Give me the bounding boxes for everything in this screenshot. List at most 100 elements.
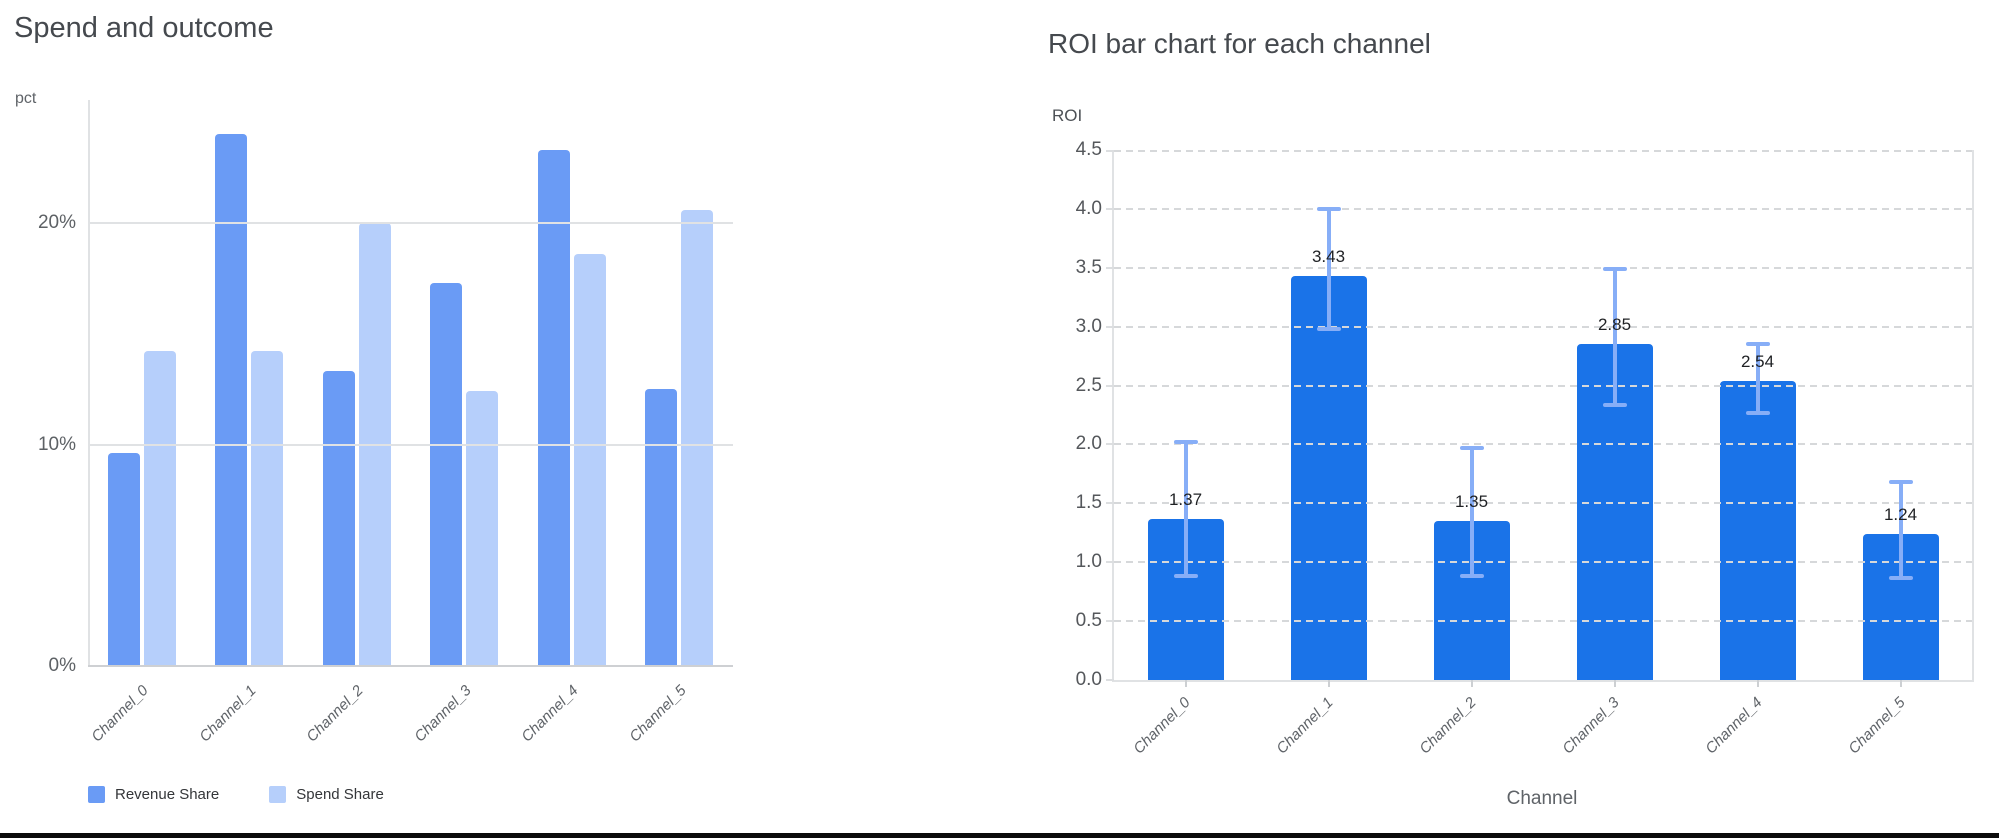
error-bar-cap-top	[1745, 342, 1770, 346]
left-group-Channel_3: Channel_3	[411, 100, 519, 745]
right-gridline-3.0	[1114, 325, 1972, 328]
right-xlabel-Channel_1: Channel_1	[1273, 694, 1337, 758]
right-xlabel-Channel_4: Channel_4	[1702, 694, 1766, 758]
bar-spend-Channel_5[interactable]	[681, 210, 714, 666]
right-xlabel-Channel_5: Channel_5	[1845, 694, 1909, 758]
right-gridline-1.0	[1114, 561, 1972, 564]
right-xlabel-Channel_0: Channel_0	[1130, 694, 1194, 758]
left-ytick-0%: 0%	[48, 655, 76, 676]
left-xlabel-Channel_1: Channel_1	[195, 682, 260, 746]
right-ytick-mark-3.5	[1106, 266, 1114, 269]
right-xtick-Channel_2	[1470, 680, 1473, 687]
left-y-axis-unit: pct	[15, 90, 37, 107]
bar-roi-Channel_3[interactable]	[1576, 344, 1653, 680]
right-ytick-mark-2.5	[1106, 384, 1114, 387]
right-gridline-2.5	[1114, 384, 1972, 387]
left-group-Channel_2: Channel_2	[303, 100, 411, 745]
right-ytick-0.0: 0.0	[1075, 669, 1102, 690]
value-label-Channel_2: 1.35	[1454, 492, 1489, 511]
bar-revenue-Channel_0[interactable]	[107, 453, 140, 666]
right-ytick-1.0: 1.0	[1075, 551, 1102, 573]
right-gridline-1.5	[1114, 502, 1972, 505]
bar-roi-Channel_5[interactable]	[1862, 534, 1939, 680]
bar-spend-Channel_3[interactable]	[466, 391, 499, 666]
bar-revenue-Channel_3[interactable]	[430, 283, 463, 666]
bar-spend-Channel_4[interactable]	[573, 254, 606, 666]
left-ytick-20%: 20%	[37, 212, 76, 233]
right-xlabel-Channel_2: Channel_2	[1416, 694, 1480, 758]
right-xtick-Channel_5	[1899, 680, 1902, 687]
bottom-divider-bar	[0, 833, 1999, 838]
right-ytick-0.5: 0.5	[1075, 610, 1102, 632]
bar-spend-Channel_1[interactable]	[251, 351, 284, 666]
right-gridline-3.5	[1114, 266, 1972, 269]
value-label-Channel_5: 1.24	[1883, 505, 1918, 524]
left-xlabel-Channel_0: Channel_0	[88, 682, 152, 746]
left-legend: Revenue Share Spend Share	[88, 786, 384, 803]
right-ytick-3.5: 3.5	[1075, 256, 1102, 278]
right-ytick-2.0: 2.0	[1075, 433, 1102, 455]
right-xtick-Channel_1	[1327, 680, 1330, 687]
left-xlabel-Channel_3: Channel_3	[410, 682, 475, 746]
bar-revenue-Channel_5[interactable]	[645, 389, 678, 666]
left-group-Channel_4: Channel_4	[518, 100, 626, 745]
bar-spend-Channel_0[interactable]	[143, 351, 176, 666]
left-gridline-20%	[88, 222, 733, 224]
left-ytick-10%: 10%	[37, 433, 76, 455]
legend-item-revenue-share[interactable]: Revenue Share	[88, 786, 219, 803]
right-group-Channel_2: 1.35 Channel_2	[1400, 150, 1543, 757]
right-xtick-Channel_0	[1184, 680, 1187, 687]
right-gridline-0.5	[1114, 620, 1972, 623]
right-group-Channel_4: 2.54 Channel_4	[1686, 150, 1829, 757]
right-ytick-4.5: 4.5	[1075, 139, 1102, 160]
left-plot-area: Channel_0 Channel_1 Channel_2 Channel_3 Chan…	[38, 100, 733, 745]
right-ytick-mark-3.0	[1106, 325, 1114, 328]
bar-roi-Channel_1[interactable]	[1290, 276, 1367, 680]
left-gridline-0%	[88, 665, 733, 667]
revenue-share-label: Revenue Share	[115, 786, 220, 803]
error-bar-cap-top	[1888, 480, 1913, 484]
right-plot-area: 1.37 Channel_0 3.43 Channel_1 1.35 Channel_2 2…	[1076, 139, 1974, 757]
left-bar-groups: Channel_0 Channel_1 Channel_2 Channel_3 Chan…	[88, 100, 733, 745]
right-ytick-mark-0.5	[1106, 620, 1114, 623]
bar-revenue-Channel_2[interactable]	[322, 371, 355, 666]
left-gridline-10%	[88, 443, 733, 446]
right-ytick-3.0: 3.0	[1075, 315, 1102, 337]
right-ytick-mark-4.0	[1106, 207, 1114, 210]
legend-item-spend-share[interactable]: Spend Share	[269, 786, 384, 803]
value-label-Channel_4: 2.54	[1740, 352, 1775, 371]
left-xlabel-Channel_2: Channel_2	[303, 682, 367, 746]
bar-revenue-Channel_1[interactable]	[215, 134, 248, 666]
left-xlabel-Channel_5: Channel_5	[625, 682, 690, 746]
value-label-Channel_3: 2.85	[1597, 315, 1632, 334]
right-group-Channel_3: 2.85 Channel_3	[1543, 150, 1686, 757]
right-ytick-mark-4.5	[1106, 150, 1114, 152]
right-xtick-Channel_3	[1613, 680, 1616, 687]
value-label-Channel_0: 1.37	[1168, 490, 1203, 509]
value-label-Channel_1: 3.43	[1311, 247, 1346, 266]
spend-share-swatch	[269, 786, 287, 803]
right-gridline-4.5	[1114, 150, 1972, 152]
right-ytick-mark-0.0	[1106, 679, 1114, 681]
right-ytick-1.5: 1.5	[1075, 492, 1102, 514]
left-y-axis-line	[88, 100, 90, 666]
spend-share-label: Spend Share	[296, 786, 384, 803]
left-xlabel-Channel_4: Channel_4	[518, 682, 582, 746]
right-xlabel-Channel_3: Channel_3	[1559, 694, 1623, 758]
right-ytick-2.5: 2.5	[1075, 374, 1102, 396]
right-x-axis-title: Channel	[1506, 788, 1578, 809]
right-bar-groups: 1.37 Channel_0 3.43 Channel_1 1.35 Channel_2 2…	[1114, 150, 1972, 757]
bar-roi-Channel_4[interactable]	[1719, 381, 1796, 680]
bar-revenue-Channel_4[interactable]	[537, 150, 570, 666]
revenue-share-swatch	[88, 786, 105, 803]
error-bar-cap-top	[1459, 446, 1484, 450]
right-ytick-mark-2.0	[1106, 443, 1114, 446]
left-group-Channel_1: Channel_1	[196, 100, 304, 745]
right-chart-title: ROI bar chart for each channel	[1048, 28, 1431, 59]
bar-roi-Channel_0[interactable]	[1147, 519, 1224, 680]
bar-roi-Channel_2[interactable]	[1433, 521, 1510, 680]
right-xtick-Channel_4	[1756, 680, 1759, 687]
right-ytick-mark-1.5	[1106, 502, 1114, 505]
left-chart-title: Spend and outcome	[14, 12, 274, 44]
right-group-Channel_0: 1.37 Channel_0	[1114, 150, 1257, 757]
